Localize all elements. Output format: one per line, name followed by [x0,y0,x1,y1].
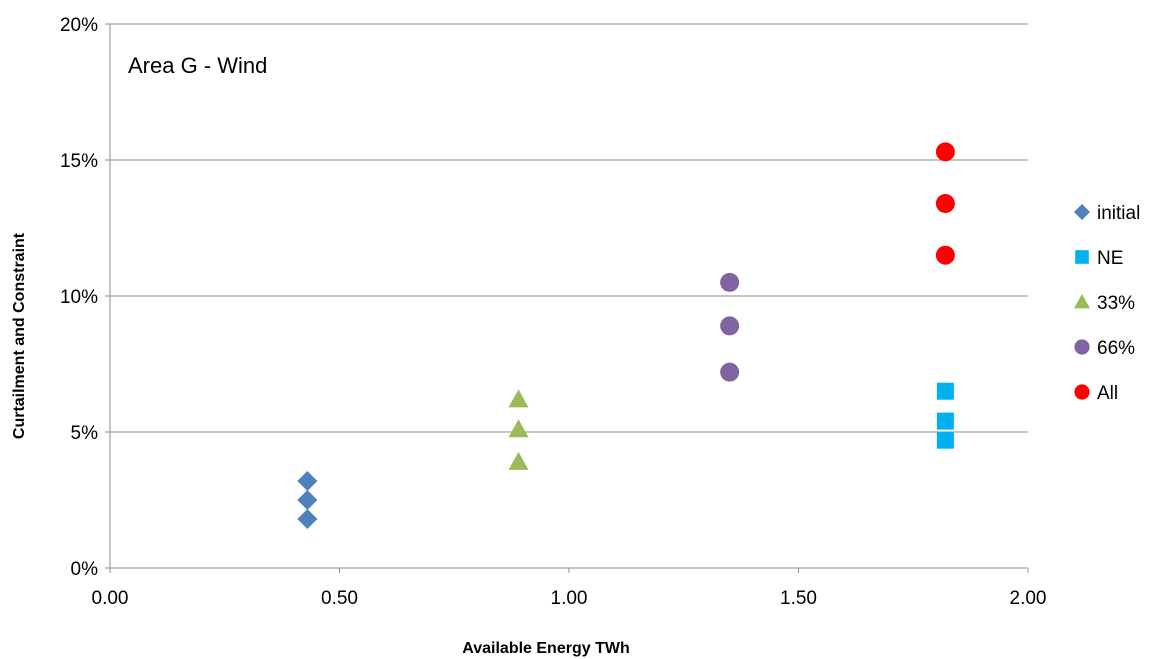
data-points [297,142,955,530]
x-tick-label: 1.00 [551,588,588,609]
data-point-initial [297,490,318,510]
legend-marker-66 [1074,339,1090,355]
data-point-all [935,142,955,162]
data-point-66 [720,316,740,336]
y-axis-title: Curtailment and Constraint [11,232,28,439]
legend-label-33: 33% [1097,293,1135,314]
x-tick-label: 0.50 [321,588,358,609]
data-point-ne [936,431,954,449]
data-point-33 [508,389,529,408]
legend-label-ne: NE [1097,248,1123,269]
data-point-66 [720,272,740,292]
data-point-ne [936,412,954,430]
y-tick-label: 20% [60,15,98,36]
legend-marker-33 [1074,294,1090,309]
data-point-all [935,245,955,265]
gridlines [110,23,1028,433]
y-tick-label: 10% [60,287,98,308]
data-point-ne [936,382,954,400]
data-point-66 [720,362,740,382]
x-tick-label: 2.00 [1010,588,1047,609]
data-point-initial [297,509,318,530]
x-tick-label: 1.50 [780,588,817,609]
data-point-all [935,194,955,214]
y-tick-label: 0% [71,559,99,580]
legend-label-66: 66% [1097,338,1135,359]
x-tick-labels: 0.00 0.50 1.00 1.50 2.00 [92,588,1047,609]
y-tick-label: 5% [71,423,99,444]
data-point-33 [508,451,529,470]
legend-marker-all [1074,384,1090,400]
legend: initial NE 33% 66% All [1074,203,1140,404]
x-tick-label: 0.00 [92,588,129,609]
x-axis-title: Available Energy TWh [462,640,629,657]
legend-label-initial: initial [1097,203,1140,224]
axes [105,23,1029,573]
legend-marker-ne [1075,250,1089,264]
legend-marker-initial [1074,204,1090,220]
legend-label-all: All [1097,383,1118,404]
y-tick-label: 15% [60,151,98,172]
data-point-33 [508,419,529,438]
data-point-initial [297,470,318,491]
chart-annotation: Area G - Wind [128,53,267,78]
y-tick-labels: 0% 5% 10% 15% 20% [60,15,98,580]
